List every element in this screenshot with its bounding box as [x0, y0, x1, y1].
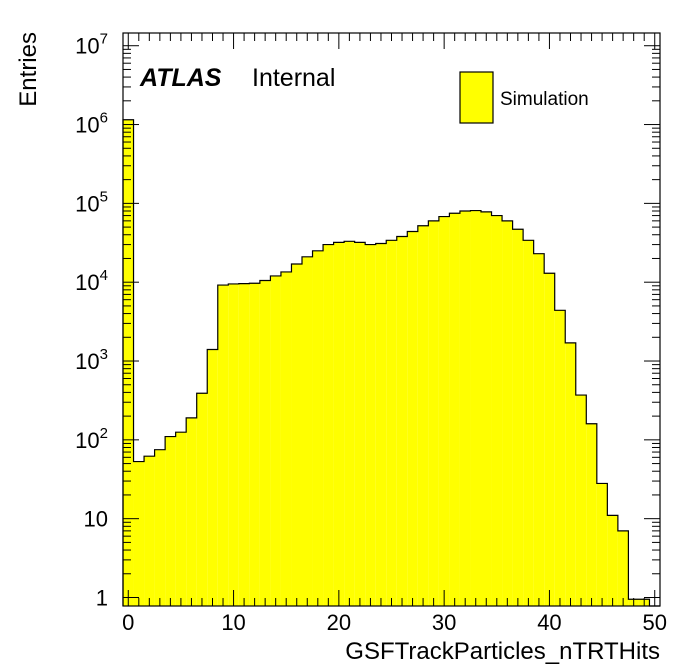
- atlas-label: ATLAS: [139, 64, 222, 92]
- histogram-bar: [249, 283, 260, 606]
- x-tick-label: 30: [432, 610, 456, 635]
- histogram-bar: [323, 244, 334, 606]
- histogram-bar: [575, 395, 587, 606]
- y-tick-label: 106: [75, 110, 108, 138]
- histogram-bar: [133, 461, 145, 606]
- legend-swatch: [459, 71, 494, 124]
- histogram-bar: [217, 285, 229, 606]
- histogram-bar: [449, 213, 460, 607]
- histogram-bar: [554, 310, 566, 606]
- histogram-bar: [344, 241, 355, 606]
- histogram-bar: [154, 449, 166, 606]
- histogram-bar: [302, 256, 313, 606]
- histogram-bar: [291, 264, 302, 606]
- status-label: Internal: [252, 64, 335, 92]
- histogram-bar: [280, 271, 292, 606]
- histogram-bar: [270, 275, 281, 606]
- y-tick-label: 104: [75, 267, 108, 295]
- histogram-bar: [617, 530, 629, 606]
- histogram-bar: [207, 349, 218, 606]
- y-tick-label: 103: [75, 346, 108, 374]
- histogram-bar: [586, 423, 597, 606]
- y-axis-label: Entries: [15, 32, 42, 107]
- histogram-bar: [481, 211, 492, 607]
- histogram-bar: [607, 515, 618, 606]
- y-tick-label: 107: [75, 31, 108, 59]
- histogram-bar: [565, 342, 576, 606]
- histogram-bar: [375, 243, 387, 606]
- histogram-bar: [259, 280, 271, 606]
- x-tick-label: 0: [122, 610, 134, 635]
- histogram-bar: [470, 210, 481, 606]
- histogram-bar: [407, 231, 418, 606]
- histogram-bar: [417, 225, 429, 606]
- y-axis-ticks: 1 10 102 103 104 105 106 107: [75, 31, 660, 610]
- histogram-bar: [438, 216, 450, 607]
- histogram-bar: [238, 283, 250, 606]
- x-tick-label: 10: [221, 610, 245, 635]
- histogram-bar: [596, 483, 608, 606]
- histogram-bar: [365, 244, 376, 606]
- y-tick-label: 10: [84, 507, 108, 532]
- x-axis-label: GSFTrackParticles_nTRTHits: [345, 638, 660, 665]
- histogram-bar: [428, 220, 439, 606]
- x-tick-label: 40: [537, 610, 561, 635]
- histogram-bar: [175, 432, 187, 606]
- histogram-bar: [165, 436, 176, 606]
- histogram-bar: [491, 215, 503, 606]
- y-tick-label: 105: [75, 188, 108, 216]
- legend-label: Simulation: [500, 89, 589, 110]
- histogram-bar: [512, 229, 524, 606]
- histogram-bars: [123, 119, 650, 607]
- histogram-bar: [533, 253, 545, 606]
- y-tick-label: 1: [96, 585, 108, 610]
- histogram-bar: [123, 119, 134, 606]
- histogram-bar: [228, 283, 239, 606]
- histogram-bar: [523, 240, 534, 606]
- histogram-bar: [196, 393, 208, 606]
- histogram-bar: [502, 220, 513, 606]
- histogram-bar: [544, 273, 555, 606]
- histogram-bar: [333, 242, 345, 606]
- x-tick-label: 50: [642, 610, 666, 635]
- y-tick-label: 102: [75, 425, 108, 453]
- histogram-bar: [354, 242, 366, 606]
- histogram-bar: [396, 236, 408, 606]
- histogram-outline: [122, 119, 660, 607]
- x-axis-ticks: 0 10 20 30 40 50: [122, 33, 667, 635]
- histogram-bar: [459, 211, 471, 607]
- histogram-bar: [144, 456, 155, 606]
- histogram-bar: [186, 417, 197, 606]
- x-tick-label: 20: [327, 610, 351, 635]
- histogram-bar: [386, 240, 397, 606]
- histogram-bar: [312, 250, 324, 606]
